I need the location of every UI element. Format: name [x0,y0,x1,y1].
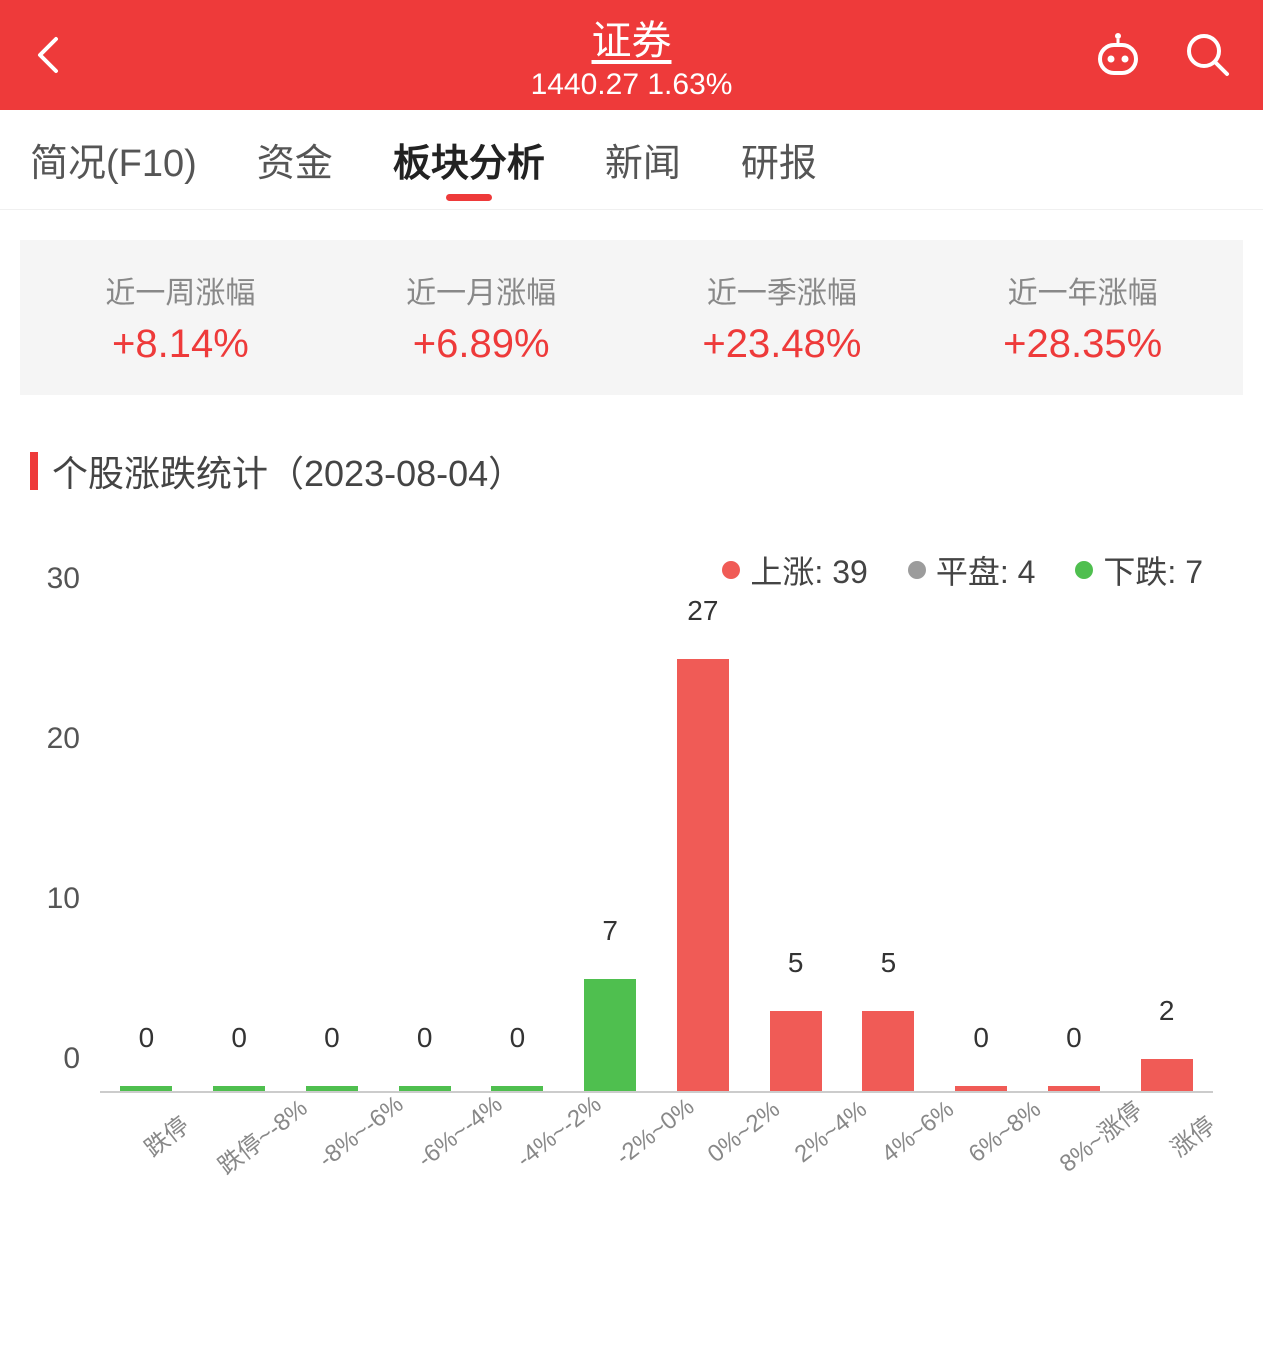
assistant-icon[interactable] [1093,30,1143,80]
bar [1141,1059,1193,1091]
stat-value: +8.14% [30,322,331,367]
bar-slot-2[interactable]: 0 [286,613,379,1091]
legend-text: 上涨: 39 [750,547,867,593]
stat-label: 近一年涨幅 [932,268,1233,312]
bar-slot-5[interactable]: 7 [564,613,657,1091]
bar-slot-7[interactable]: 5 [749,613,842,1091]
bar [306,1086,358,1091]
bar-value-label: 0 [231,1022,247,1054]
header-change: 1.63% [647,68,732,101]
stat-item-2[interactable]: 近一季涨幅 +23.48% [632,268,933,367]
bar-slot-6[interactable]: 27 [657,613,750,1091]
stat-item-1[interactable]: 近一月涨幅 +6.89% [331,268,632,367]
bars-area: 0 0 0 0 0 7 27 5 5 0 0 2 [100,613,1213,1093]
back-icon[interactable] [30,35,70,75]
bar [955,1086,1007,1091]
y-tick-label: 20 [47,722,80,756]
tab-3[interactable]: 新闻 [575,110,711,209]
bar-slot-9[interactable]: 0 [935,613,1028,1091]
bar [213,1086,265,1091]
bar [584,979,636,1091]
header-subtitle: 1440.27 1.63% [531,68,733,102]
stat-value: +6.89% [331,322,632,367]
bar [677,659,729,1091]
y-tick-label: 0 [63,1042,80,1076]
bar [399,1086,451,1091]
y-axis: 0102030 [30,613,90,1093]
tab-1[interactable]: 资金 [227,110,363,209]
legend-text: 平盘: 4 [936,547,1036,593]
bar [862,1011,914,1091]
chart-container: 0102030 0000072755002 跌停跌停~-8%-8%~-6%-6%… [0,603,1263,1213]
x-tick-label: 涨停 [1135,1080,1263,1217]
bar [770,1011,822,1091]
bar-slot-8[interactable]: 5 [842,613,935,1091]
stat-label: 近一季涨幅 [632,268,933,312]
stat-item-0[interactable]: 近一周涨幅 +8.14% [30,268,331,367]
header-title-block[interactable]: 证券 1440.27 1.63% [531,8,733,102]
tab-0[interactable]: 简况(F10) [0,110,227,209]
bar-slot-1[interactable]: 0 [193,613,286,1091]
legend-dot-icon [722,561,740,579]
bar-slot-4[interactable]: 0 [471,613,564,1091]
tab-2[interactable]: 板块分析 [363,110,575,209]
bar-value-label: 0 [1066,1022,1082,1054]
section-accent-bar [30,452,38,490]
bar-value-label: 0 [510,1022,526,1054]
bar-slot-10[interactable]: 0 [1028,613,1121,1091]
bar-value-label: 27 [687,595,718,627]
bar-value-label: 7 [602,915,618,947]
bar-value-label: 0 [417,1022,433,1054]
header-price: 1440.27 [531,68,639,101]
tab-4[interactable]: 研报 [711,110,847,209]
legend-item-2: 下跌: 7 [1075,547,1203,593]
section-title: 个股涨跌统计（2023-08-04） [52,445,524,497]
legend-dot-icon [908,561,926,579]
header-bar: 证券 1440.27 1.63% [0,0,1263,110]
bar-slot-11[interactable]: 2 [1120,613,1213,1091]
y-tick-label: 10 [47,882,80,916]
y-tick-label: 30 [47,562,80,596]
stat-value: +23.48% [632,322,933,367]
x-axis-labels: 跌停跌停~-8%-8%~-6%-6%~-4%-4%~-2%-2%~0%0%~2%… [100,1093,1213,1213]
section-header: 个股涨跌统计（2023-08-04） [0,425,1263,507]
bar-value-label: 2 [1159,995,1175,1027]
legend-item-1: 平盘: 4 [908,547,1036,593]
legend-dot-icon [1075,561,1093,579]
period-stats-row: 近一周涨幅 +8.14%近一月涨幅 +6.89%近一季涨幅 +23.48% 近一年涨幅 +… [20,240,1243,395]
header-title: 证券 [531,8,733,66]
bar-value-label: 0 [973,1022,989,1054]
stat-label: 近一周涨幅 [30,268,331,312]
chart-legend: 上涨: 39 平盘: 4 下跌: 7 [0,507,1263,603]
legend-text: 下跌: 7 [1103,547,1203,593]
bar-slot-3[interactable]: 0 [378,613,471,1091]
bar-chart: 0 0 0 0 0 7 27 5 5 0 0 2 [100,613,1213,1093]
bar-value-label: 5 [788,947,804,979]
stat-label: 近一月涨幅 [331,268,632,312]
bar-value-label: 0 [139,1022,155,1054]
tab-bar: 简况(F10)资金板块分析新闻研报 [0,110,1263,210]
stat-item-3[interactable]: 近一年涨幅 +28.35% [932,268,1233,367]
stat-value: +28.35% [932,322,1233,367]
legend-item-0: 上涨: 39 [722,547,867,593]
bar [491,1086,543,1091]
bar-value-label: 5 [881,947,897,979]
bar-slot-0[interactable]: 0 [100,613,193,1091]
search-icon[interactable] [1183,30,1233,80]
bar-value-label: 0 [324,1022,340,1054]
bar [1048,1086,1100,1091]
